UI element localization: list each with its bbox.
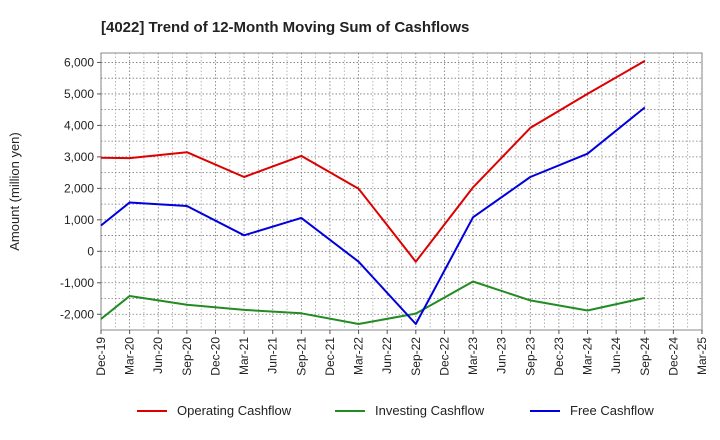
x-tick-label: Sep-22 <box>409 337 423 376</box>
x-tick-label: Dec-24 <box>666 337 680 376</box>
x-tick-label: Mar-22 <box>352 337 366 375</box>
x-tick-label: Mar-20 <box>123 337 137 375</box>
grid-lines <box>100 53 703 330</box>
series-line <box>100 280 646 325</box>
y-tick-label: -1,000 <box>60 276 94 290</box>
x-tick-label: Mar-24 <box>581 337 595 375</box>
x-tick-label: Jun-22 <box>380 337 394 374</box>
legend-label: Operating Cashflow <box>177 403 292 418</box>
x-tick-label: Sep-21 <box>294 337 308 376</box>
y-axis-ticks: -2,000 -1,000 0 1,000 2,000 3,000 4,000 5,000 6,… <box>60 55 101 321</box>
legend-label: Free Cashflow <box>570 403 654 418</box>
x-tick-label: Jun-21 <box>266 337 280 374</box>
x-tick-label: Dec-19 <box>94 337 108 376</box>
legend-label: Investing Cashflow <box>375 403 485 418</box>
x-tick-label: Dec-22 <box>437 337 451 376</box>
x-tick-label: Mar-25 <box>695 337 709 375</box>
x-tick-label: Sep-20 <box>180 337 194 376</box>
chart-title: [4022] Trend of 12-Month Moving Sum of C… <box>101 19 469 36</box>
legend: Operating Cashflow Investing Cashflow Free… <box>137 403 654 418</box>
y-tick-label: 6,000 <box>64 55 94 69</box>
y-tick-label: 0 <box>87 244 94 258</box>
x-tick-label: Mar-23 <box>466 337 480 375</box>
x-axis-ticks: Dec-19 Mar-20 Jun-20 Sep-20 Dec-20 Mar-21 Jun-… <box>94 330 709 376</box>
x-tick-label: Sep-23 <box>523 337 537 376</box>
x-tick-label: Dec-23 <box>552 337 566 376</box>
y-axis-label: Amount (million yen) <box>7 132 22 251</box>
series-lines <box>100 60 646 325</box>
x-tick-label: Jun-20 <box>151 337 165 374</box>
x-tick-label: Sep-24 <box>638 337 652 376</box>
x-tick-label: Dec-21 <box>323 337 337 376</box>
x-tick-label: Jun-23 <box>495 337 509 374</box>
x-tick-label: Mar-21 <box>237 337 251 375</box>
y-tick-label: 4,000 <box>64 118 94 132</box>
series-line <box>100 106 646 325</box>
series-line <box>100 60 646 263</box>
y-tick-label: 2,000 <box>64 181 94 195</box>
x-tick-label: Dec-20 <box>208 337 222 376</box>
y-tick-label: -2,000 <box>60 307 94 321</box>
y-tick-label: 3,000 <box>64 150 94 164</box>
y-tick-label: 5,000 <box>64 87 94 101</box>
y-tick-label: 1,000 <box>64 213 94 227</box>
x-tick-label: Jun-24 <box>609 337 623 374</box>
